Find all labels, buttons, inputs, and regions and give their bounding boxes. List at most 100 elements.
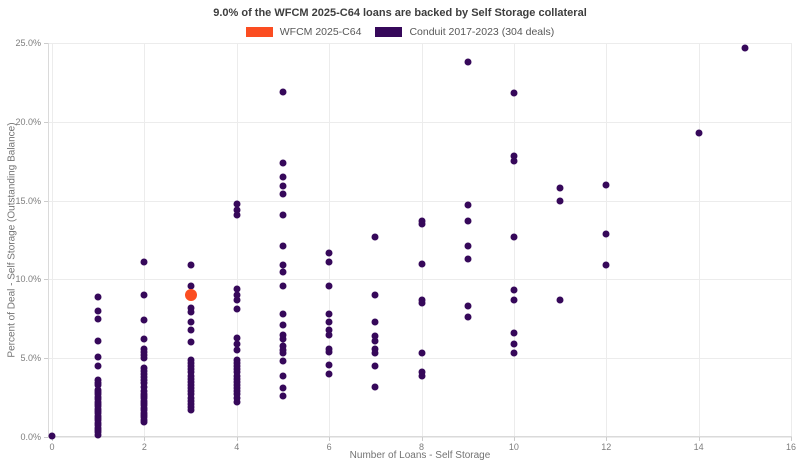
data-point: [418, 260, 425, 268]
data-point: [325, 326, 333, 334]
data-point: [325, 249, 333, 257]
data-point: [233, 305, 241, 313]
data-point: [233, 398, 241, 406]
data-point: [94, 293, 102, 301]
data-point: [94, 307, 102, 315]
data-point: [187, 338, 195, 346]
y-tick-label: 10.0%: [15, 274, 41, 285]
data-point: [510, 286, 518, 294]
gridline-vertical: [698, 43, 700, 437]
y-tick-label: 25.0%: [15, 38, 41, 48]
data-point: [371, 362, 379, 370]
data-point: [279, 349, 287, 357]
data-point: [279, 173, 287, 181]
data-point: [187, 304, 195, 312]
data-point: [464, 313, 472, 321]
x-tick: [698, 437, 700, 441]
data-point: [464, 242, 472, 250]
x-tick: [606, 437, 608, 441]
data-point: [602, 261, 610, 269]
y-tick: [44, 121, 48, 123]
data-point: [510, 296, 518, 304]
data-point: [510, 152, 518, 160]
data-point: [279, 159, 287, 167]
data-point: [325, 370, 333, 378]
gridline-vertical: [606, 43, 608, 437]
data-point: [140, 383, 148, 391]
data-point: [233, 340, 241, 348]
data-point: [418, 349, 425, 357]
data-point: [371, 345, 379, 353]
data-point: [233, 394, 241, 402]
data-point: [279, 88, 287, 96]
data-point: [741, 44, 749, 52]
data-point: [233, 334, 241, 342]
data-point: [279, 261, 287, 269]
gridline-vertical: [421, 43, 423, 437]
data-point: [233, 200, 241, 208]
data-point: [94, 381, 102, 389]
x-tick-label: 10: [508, 442, 519, 452]
data-point: [695, 129, 703, 137]
data-point: [325, 361, 333, 368]
legend-label: WFCM 2025-C64: [279, 26, 362, 38]
gridline-horizontal: [48, 121, 792, 123]
data-point: [187, 318, 195, 326]
data-point: [140, 418, 148, 426]
x-tick: [513, 437, 515, 441]
data-point: [94, 353, 102, 361]
data-point: [279, 282, 287, 290]
data-point: [464, 302, 472, 310]
data-point: [556, 184, 564, 192]
legend-item: WFCM 2025-C64: [245, 26, 362, 38]
x-tick-label: 14: [693, 442, 704, 452]
data-point: [279, 342, 287, 350]
data-point: [464, 58, 472, 66]
y-tick-label: 5.0%: [20, 353, 41, 364]
data-point: [325, 331, 333, 339]
plot-area: 0 2 4 6 8 10 12 14 16 0.0% 5.0% 10.0% 15.0% 20.0% 25.0…: [15, 38, 796, 452]
data-point: [418, 220, 425, 228]
gridline-horizontal: [48, 358, 792, 360]
data-point: [233, 296, 241, 304]
data-point: [279, 331, 287, 339]
gridline-vertical: [52, 43, 53, 437]
data-point: [94, 337, 102, 345]
data-point: [371, 383, 379, 391]
data-point: [233, 206, 241, 214]
data-point: [279, 310, 287, 318]
data-point: [140, 354, 148, 362]
y-tick-label: 20.0%: [15, 116, 41, 127]
x-tick-label: 0: [49, 442, 55, 452]
data-point: [140, 335, 148, 343]
x-tick-label: 16: [785, 442, 797, 452]
data-point: [48, 432, 56, 440]
data-point: [464, 255, 472, 263]
data-point: [556, 296, 564, 304]
data-point: [94, 362, 102, 370]
data-point: [279, 182, 287, 190]
y-tick: [44, 358, 48, 360]
x-tick-label: 6: [326, 442, 332, 452]
data-point: [371, 318, 379, 326]
data-point: [140, 291, 148, 299]
data-point: [371, 349, 379, 357]
gridline-horizontal: [48, 279, 792, 281]
gridline-vertical: [236, 43, 238, 437]
data-point: [233, 211, 241, 219]
y-tick: [44, 437, 48, 438]
data-point: [510, 349, 518, 357]
y-tick-label: 15.0%: [15, 195, 41, 206]
x-tick: [144, 437, 146, 441]
data-point: [556, 197, 564, 205]
data-point: [464, 217, 472, 225]
data-point: [279, 335, 287, 343]
data-point: [94, 431, 102, 439]
legend-swatch: [245, 27, 273, 37]
x-tick-label: 12: [601, 442, 612, 452]
data-point: [279, 321, 287, 329]
x-tick-label: 4: [234, 442, 240, 452]
data-point: [418, 372, 425, 380]
legend: WFCM 2025-C64 Conduit 2017-2023 (304 deal…: [0, 26, 800, 38]
data-point: [371, 332, 379, 340]
